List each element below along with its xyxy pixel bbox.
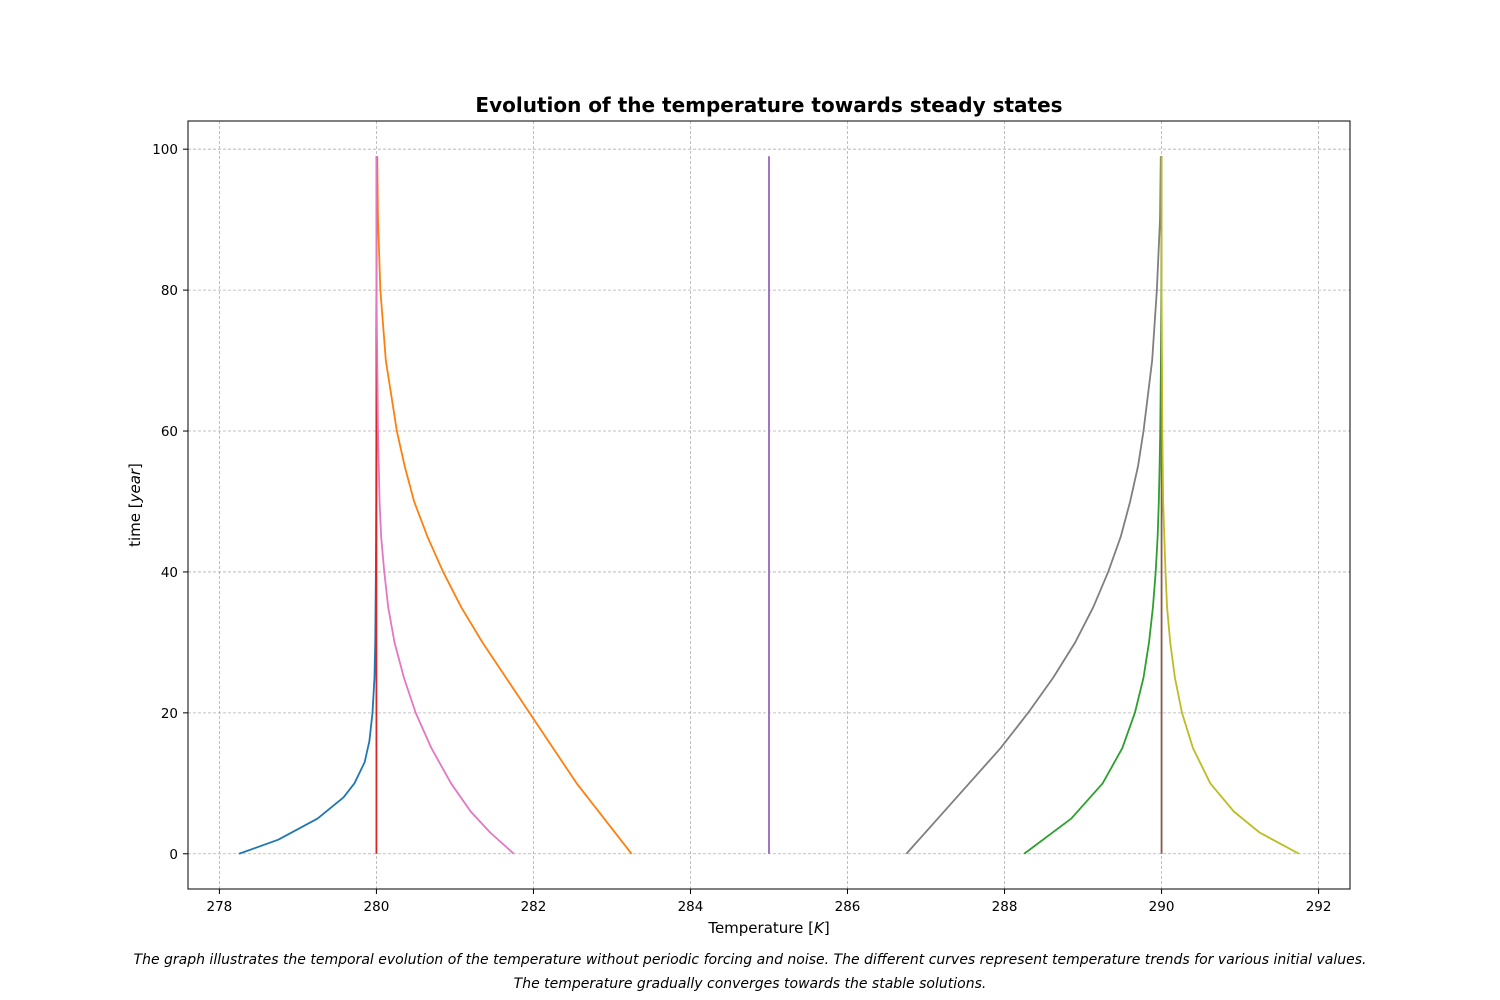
x-tick-label: 286 [835, 899, 861, 915]
y-axis-label: time [year] [126, 463, 144, 547]
y-tick-label: 80 [161, 283, 178, 299]
x-axis-label-prefix: Temperature [ [707, 919, 814, 937]
y-tick-label: 60 [161, 424, 178, 440]
x-tick-label: 284 [678, 899, 704, 915]
y-tick-label: 40 [161, 565, 178, 581]
series-line-2 [376, 156, 633, 855]
series-line-8 [905, 156, 1162, 855]
series-line-7 [375, 156, 515, 855]
caption-line-1: The graph illustrates the temporal evolu… [133, 952, 1367, 968]
y-axis-label-unit: year [126, 468, 144, 503]
plot-frame [187, 120, 1351, 890]
x-tick-label: 280 [364, 899, 390, 915]
caption-line-2: The temperature gradually converges towa… [513, 976, 987, 992]
x-axis-label-unit: K [814, 919, 825, 937]
data-series [238, 156, 1300, 855]
y-axis-label-prefix: time [ [126, 502, 144, 547]
x-tick-label: 278 [207, 899, 233, 915]
y-tick-label: 20 [161, 706, 178, 722]
x-axis-label: Temperature [K] [707, 919, 829, 937]
chart-title: Evolution of the temperature towards ste… [475, 93, 1062, 117]
x-tick-label: 290 [1149, 899, 1175, 915]
x-tick-label: 282 [521, 899, 547, 915]
x-tick-label: 288 [992, 899, 1018, 915]
y-tick-label: 100 [152, 142, 178, 158]
x-tick-label: 292 [1306, 899, 1332, 915]
series-line-3 [1023, 156, 1163, 855]
x-axis-label-suffix: ] [824, 919, 830, 937]
axis-ticks: 278 280 282 284 286 288 290 292 0 20 40 60 80 100 [152, 142, 1331, 915]
series-line-1 [238, 156, 378, 855]
y-tick-label: 0 [169, 847, 178, 863]
y-axis-label-suffix: ] [126, 463, 144, 469]
series-line-9 [1160, 156, 1300, 855]
